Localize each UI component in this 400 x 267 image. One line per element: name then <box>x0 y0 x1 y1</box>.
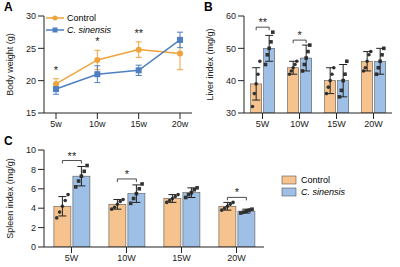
svg-text:*: * <box>95 35 100 47</box>
svg-text:6: 6 <box>31 184 36 194</box>
svg-text:**: ** <box>258 16 267 28</box>
svg-text:15: 15 <box>26 108 36 118</box>
svg-text:5W: 5W <box>256 119 270 129</box>
svg-text:50: 50 <box>226 44 236 54</box>
svg-text:30: 30 <box>26 11 36 21</box>
svg-text:2: 2 <box>31 223 36 233</box>
svg-text:*: * <box>54 64 59 76</box>
svg-text:40: 40 <box>226 76 236 86</box>
svg-text:20: 20 <box>26 76 36 86</box>
svg-text:10: 10 <box>26 145 36 155</box>
svg-text:20W: 20W <box>227 253 246 263</box>
svg-text:10W: 10W <box>290 119 309 129</box>
html-text:Control: Control <box>67 13 96 23</box>
svg-text:10w: 10w <box>89 119 106 129</box>
svg-text:Liver index (mg/g): Liver index (mg/g) <box>205 28 215 100</box>
html-text:Control: Control <box>301 175 330 185</box>
svg-text:Body weight (g): Body weight (g) <box>8 33 15 96</box>
svg-text:**: ** <box>68 150 77 162</box>
svg-text:10W: 10W <box>117 253 136 263</box>
svg-text:60: 60 <box>226 11 236 21</box>
svg-text:15W: 15W <box>327 119 346 129</box>
svg-text:0: 0 <box>31 242 36 252</box>
svg-text:*: * <box>125 168 130 180</box>
svg-text:5w: 5w <box>50 119 62 129</box>
svg-text:20w: 20w <box>172 119 189 129</box>
svg-text:Spleen index (mg/g): Spleen index (mg/g) <box>8 158 15 239</box>
svg-text:5W: 5W <box>65 253 79 263</box>
html-text:A: A <box>4 0 13 14</box>
svg-text:25: 25 <box>26 44 36 54</box>
svg-text:*: * <box>235 186 240 198</box>
svg-text:15w: 15w <box>130 119 147 129</box>
svg-text:15W: 15W <box>172 253 191 263</box>
html-text:C. sinensis: C. sinensis <box>67 25 111 35</box>
html-text:B: B <box>204 0 213 14</box>
svg-text:*: * <box>298 29 303 41</box>
svg-text:8: 8 <box>31 165 36 175</box>
svg-text:20W: 20W <box>364 119 383 129</box>
html-text:C. sinensis: C. sinensis <box>301 187 345 197</box>
html-text:C: C <box>4 134 13 148</box>
svg-text:30: 30 <box>226 108 236 118</box>
svg-text:**: ** <box>134 27 143 39</box>
svg-text:4: 4 <box>31 203 36 213</box>
